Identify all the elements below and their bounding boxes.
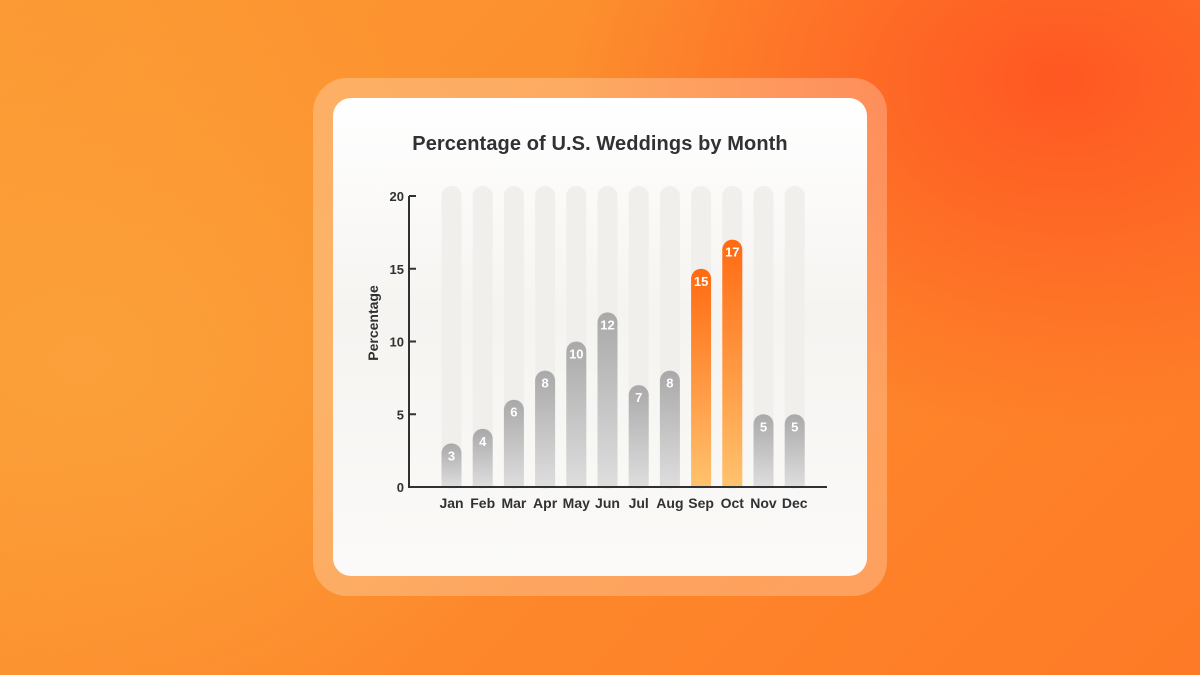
x-tick-label-mar: Mar: [501, 495, 526, 511]
y-tick-label-15: 15: [390, 262, 404, 277]
x-tick-label-nov: Nov: [750, 495, 777, 511]
bar-track-feb: [472, 186, 493, 489]
bar-mar: [503, 399, 524, 487]
data-label-may: 10: [569, 347, 583, 362]
bar-jan: [441, 443, 462, 487]
y-tick-label-20: 20: [390, 189, 404, 204]
data-label-dec: 5: [791, 419, 798, 434]
bar-feb: [472, 428, 493, 487]
x-tick-label-jan: Jan: [439, 495, 463, 511]
bar-oct: [722, 239, 743, 487]
bar-track-dec: [784, 186, 805, 489]
data-label-jul: 7: [635, 390, 642, 405]
data-label-feb: 4: [479, 434, 487, 449]
bar-track-nov: [753, 186, 774, 489]
data-label-apr: 8: [541, 376, 548, 391]
bar-aug: [659, 370, 680, 487]
data-label-sep: 15: [694, 274, 708, 289]
bar-apr: [535, 370, 556, 487]
bar-dec: [784, 414, 805, 487]
y-tick-label-0: 0: [397, 480, 404, 495]
bars: [441, 239, 805, 487]
x-tick-label-jul: Jul: [629, 495, 649, 511]
y-tick-label-10: 10: [390, 335, 404, 350]
data-label-jan: 3: [448, 448, 455, 463]
x-tick-label-oct: Oct: [721, 495, 745, 511]
data-label-nov: 5: [760, 419, 767, 434]
data-label-mar: 6: [510, 405, 517, 420]
bar-may: [566, 341, 587, 487]
bar-jun: [597, 312, 618, 487]
labels: 3 Jan 4 Feb 6 Mar 8 Apr 10 May 12 Jun 7 Jul 8 Aug 15 Sep 1…: [365, 189, 808, 511]
x-tick-label-apr: Apr: [533, 495, 558, 511]
data-label-jun: 12: [600, 317, 614, 332]
x-tick-label-may: May: [563, 495, 590, 511]
x-tick-label-sep: Sep: [688, 495, 714, 511]
x-tick-label-feb: Feb: [470, 495, 495, 511]
axes: [408, 195, 827, 488]
x-tick-label-aug: Aug: [656, 495, 683, 511]
chart-title: Percentage of U.S. Weddings by Month: [412, 133, 788, 155]
bar-nov: [753, 414, 774, 487]
x-tick-label-dec: Dec: [782, 495, 808, 511]
bar-sep: [691, 268, 712, 487]
bar-track-jan: [441, 186, 462, 489]
bar-jul: [628, 385, 649, 487]
data-label-oct: 17: [725, 245, 739, 260]
x-tick-label-jun: Jun: [595, 495, 620, 511]
data-label-aug: 8: [666, 376, 673, 391]
bar-tracks: [441, 186, 805, 489]
y-tick-label-5: 5: [397, 407, 404, 422]
y-axis-title: Percentage: [365, 285, 381, 361]
